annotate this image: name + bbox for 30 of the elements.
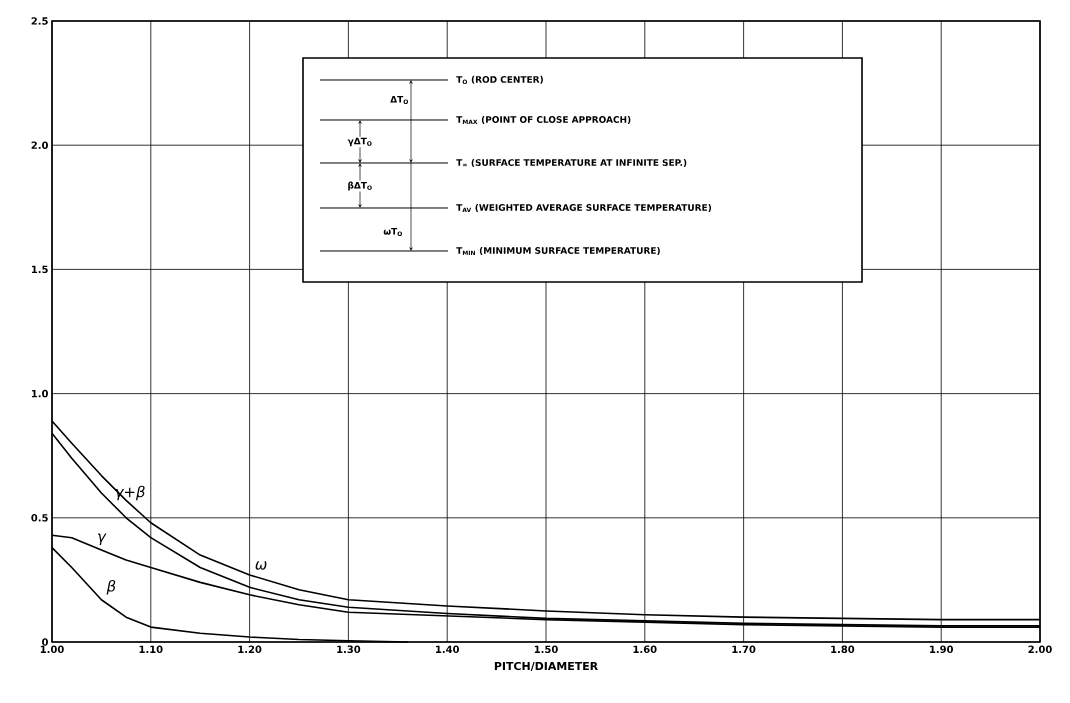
annotation: T$_{O}$ (ROD CENTER) [456,75,543,85]
x-tick-label: 1.20 [238,645,262,654]
annotation: γΔT$_{O}$ [347,137,372,147]
y-tick-label: 1.0 [31,389,48,398]
x-tick-label: 1.60 [633,645,657,654]
x-tick-label: 1.90 [930,645,954,654]
x-tick-label: 1.10 [139,645,163,654]
series-label: β [106,580,116,595]
x-tick-label: 1.30 [337,645,361,654]
y-tick-label: 0.5 [31,514,48,522]
x-tick-label: 1.80 [831,645,855,654]
annotation: T$_{MIN}$ (MINIMUM SURFACE TEMPERATURE) [456,246,660,256]
y-tick-label: 0 [42,638,48,646]
y-tick-label: 2.0 [31,141,48,149]
x-axis-title: PITCH/DIAMETER [494,661,598,672]
annotation: T$_{MAX}$ (POINT OF CLOSE APPROACH) [456,115,631,125]
annotation: ΔT$_{O}$ [390,96,409,104]
x-tick-label: 1.70 [732,645,756,654]
series-label: γ [98,533,107,545]
series-label: ω [255,561,267,570]
x-tick-label: 2.00 [1028,645,1052,654]
x-tick-label: 1.40 [436,645,460,654]
x-tick-label: 1.50 [534,645,558,654]
annotation: ωT$_{O}$ [383,228,403,236]
x-tick-label: 1.00 [40,645,64,654]
annotation: T$_{AV}$ (WEIGHTED AVERAGE SURFACE TEMPERATURE) [456,203,712,213]
annotation: T$_{∞}$ (SURFACE TEMPERATURE AT INFINITE SEP.) [456,158,687,167]
y-tick-label: 2.5 [31,17,48,25]
annotation: βΔT$_{O}$ [348,181,372,191]
y-tick-label: 1.5 [31,265,48,274]
